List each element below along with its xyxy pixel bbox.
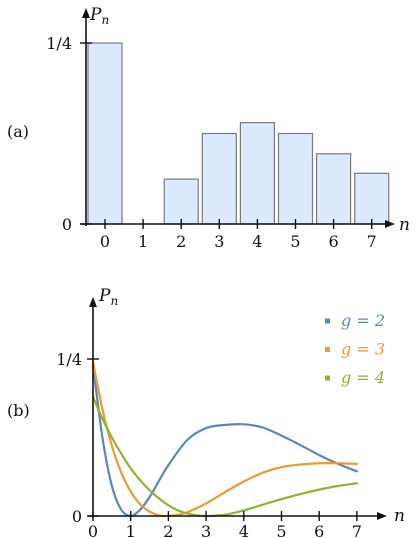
panel-a-y-axis-label: Pn bbox=[89, 5, 109, 27]
panel-a-x-tick-label: 0 bbox=[100, 232, 110, 251]
panel-b-x-tick-label: 7 bbox=[352, 522, 362, 538]
panel-a-x-tick-label: 5 bbox=[290, 232, 300, 251]
panel-b-y-tick-label: 0 bbox=[72, 507, 82, 526]
panel-b-legend: g = 2 g = 3 g = 4 bbox=[325, 311, 385, 387]
panel-a-x-axis-arrow bbox=[385, 220, 395, 228]
panel-b-y-axis-arrow bbox=[89, 297, 97, 307]
panel-a-x-tick-label: 7 bbox=[367, 232, 377, 251]
panel-a-y-tick-label: 1/4 bbox=[46, 34, 72, 53]
panel-a: (a) Pn n 0 1/4 0 1 2 3 4 5 6 7 bbox=[7, 5, 410, 251]
bar-n-0 bbox=[87, 42, 123, 225]
bar-n-3 bbox=[201, 132, 237, 225]
legend-swatch-g3 bbox=[325, 347, 330, 352]
panel-b-x-tick-label: 5 bbox=[276, 522, 286, 538]
bar-n-5 bbox=[277, 132, 314, 225]
panel-b: (b) Pn n 0 1/4 0 1 2 3 4 5 6 7 g = 2 g = 3 g = 4 bbox=[7, 286, 405, 538]
panel-b-y-tick-label: 1/4 bbox=[56, 350, 82, 369]
panel-a-x-tick-label: 3 bbox=[214, 232, 224, 251]
panel-a-x-axis-label: n bbox=[399, 215, 410, 235]
series-line-g2 bbox=[91, 364, 358, 518]
legend-label-g3: g = 3 bbox=[341, 340, 385, 359]
panel-a-x-tick-label: 6 bbox=[329, 232, 339, 251]
panel-b-series bbox=[91, 361, 358, 518]
legend-swatch-g4 bbox=[325, 375, 330, 381]
panel-a-x-tick-label: 4 bbox=[252, 232, 262, 251]
panel-b-label: (b) bbox=[7, 401, 30, 420]
legend-label-g4: g = 4 bbox=[341, 368, 385, 387]
panel-b-x-tick-label: 2 bbox=[163, 522, 173, 538]
panel-a-y-axis-arrow bbox=[82, 8, 90, 18]
panel-b-x-tick-label: 6 bbox=[314, 522, 324, 538]
bar-n-6 bbox=[316, 153, 352, 225]
panel-a-y-tick-label: 0 bbox=[62, 215, 72, 234]
panel-b-x-ticks: 0 1 2 3 4 5 6 7 bbox=[88, 511, 362, 538]
panel-a-x-tick-label: 1 bbox=[138, 232, 148, 251]
panel-b-x-tick-label: 1 bbox=[126, 522, 136, 538]
panel-a-y-ticks: 0 1/4 bbox=[46, 34, 92, 234]
series-line-g4 bbox=[91, 395, 358, 518]
panel-b-x-tick-label: 3 bbox=[201, 522, 211, 538]
bar-n-2 bbox=[163, 178, 199, 225]
panel-b-x-axis-label: n bbox=[394, 506, 405, 526]
panel-a-bars bbox=[87, 42, 390, 225]
legend-swatch-g2 bbox=[325, 318, 330, 324]
legend-label-g2: g = 2 bbox=[341, 311, 385, 330]
panel-a-label: (a) bbox=[7, 122, 29, 141]
bar-n-4 bbox=[239, 122, 275, 225]
panel-b-x-tick-label: 4 bbox=[239, 522, 249, 538]
panel-a-x-tick-label: 2 bbox=[176, 232, 186, 251]
panel-b-x-tick-label: 0 bbox=[88, 522, 98, 538]
series-line-g3 bbox=[91, 361, 358, 518]
panel-b-x-axis-arrow bbox=[377, 512, 387, 520]
panel-b-y-axis-label: Pn bbox=[98, 286, 118, 308]
bar-n-7 bbox=[354, 172, 390, 225]
panel-a-x-ticks: 0 1 2 3 4 5 6 7 bbox=[100, 219, 377, 251]
